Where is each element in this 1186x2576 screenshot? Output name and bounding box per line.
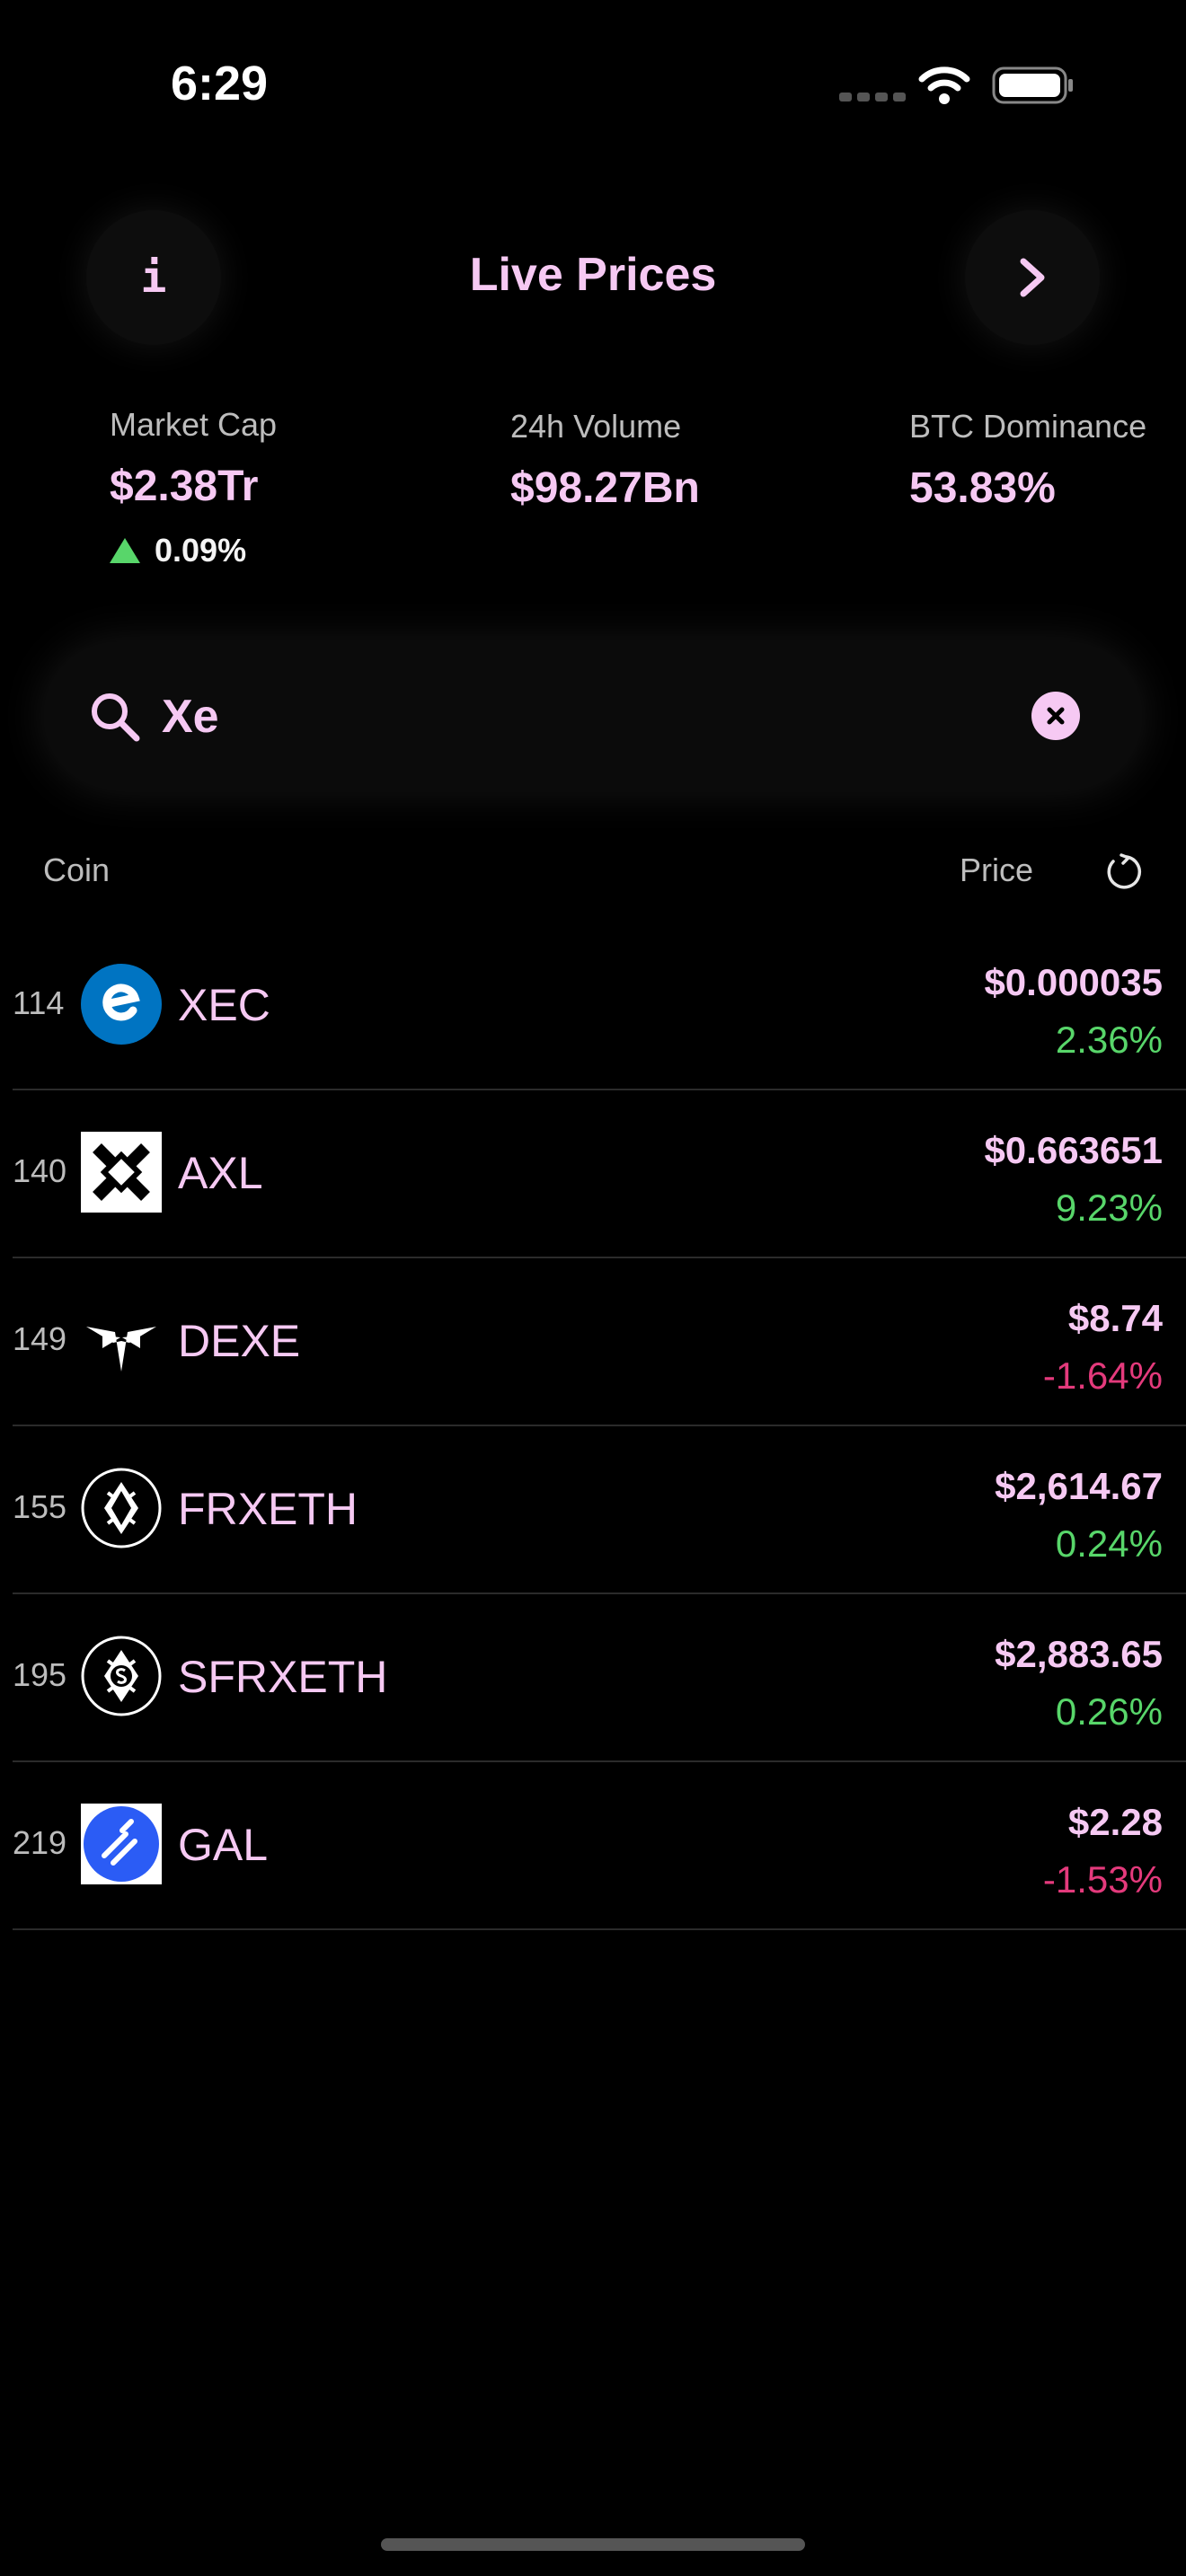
coin-price: $0.663651 [984,1129,1163,1171]
coin-column-header[interactable]: Coin [43,851,111,888]
price-column-header[interactable]: Price [960,851,1034,888]
coin-row[interactable]: 155 FRXETH $2,614.67 0.24% [13,1425,1186,1594]
coin-change: 0.26% [1055,1690,1163,1733]
coin-change: -1.53% [1042,1858,1163,1901]
coin-symbol: GAL [178,1820,269,1870]
frxeth-icon [81,1468,162,1548]
market-cap-change-value: 0.09% [155,532,247,569]
btc-dominance-label: BTC Dominance [909,408,1147,445]
coin-symbol: DEXE [178,1316,301,1366]
page-title: Live Prices [469,249,717,301]
dexe-icon [86,1327,156,1372]
coin-row[interactable]: 114 XEC $0.000035 2.36% [13,922,1186,1090]
coin-row[interactable]: 195 SFRXETH $2,883.65 0.26% [13,1593,1186,1762]
home-indicator[interactable] [381,2538,805,2551]
refresh-icon[interactable] [1103,851,1145,893]
market-cap-value: $2.38Tr [110,463,259,510]
info-button[interactable]: i [86,210,221,345]
status-time: 6:29 [171,57,269,110]
coin-row[interactable]: 140 AXL $0.663651 9.23% [13,1090,1186,1258]
battery-icon [992,66,1073,104]
coin-price: $8.74 [1067,1297,1163,1339]
coin-rank: 219 [13,1824,67,1861]
coin-price: $0.000035 [984,961,1163,1003]
triangle-up-icon [110,538,140,563]
coin-change: -1.64% [1042,1354,1163,1397]
market-cap-label: Market Cap [110,406,278,443]
ecash-icon [81,964,162,1045]
coin-rank: 155 [13,1488,67,1525]
volume-value: $98.27Bn [510,464,700,512]
close-icon [1047,707,1065,725]
clear-search-button[interactable] [1031,692,1080,740]
search-input[interactable] [162,683,970,751]
axelar-icon [81,1132,162,1213]
coin-rank: 114 [13,984,65,1021]
galxe-icon [81,1804,162,1884]
coin-rank: 140 [13,1152,67,1189]
coin-price: $2.28 [1067,1801,1163,1843]
coin-price: $2,883.65 [995,1633,1163,1675]
coin-symbol: XEC [178,980,270,1030]
sfrxeth-icon [81,1636,162,1716]
market-cap-change: 0.09% [110,532,246,569]
coin-change: 2.36% [1055,1019,1163,1061]
chevron-right-icon [1020,258,1045,297]
cellular-signal-icon [839,90,911,102]
coin-price: $2,614.67 [995,1465,1163,1507]
volume-label: 24h Volume [510,408,682,445]
coin-symbol: FRXETH [178,1484,358,1534]
coin-rank: 195 [13,1656,67,1693]
info-icon: i [140,252,167,303]
search-icon [92,693,140,742]
coin-symbol: AXL [178,1148,263,1198]
coin-row[interactable]: 219 GAL $2.28 -1.53% [13,1761,1186,1930]
coin-change: 0.24% [1055,1522,1163,1565]
wifi-icon [918,66,970,104]
coin-change: 9.23% [1055,1187,1163,1229]
btc-dominance-value: 53.83% [909,464,1056,512]
next-button[interactable] [965,210,1100,345]
coin-rank: 149 [13,1320,67,1357]
coin-row[interactable]: 149 DEXE $8.74 -1.64% [13,1257,1186,1426]
coin-symbol: SFRXETH [178,1652,388,1702]
